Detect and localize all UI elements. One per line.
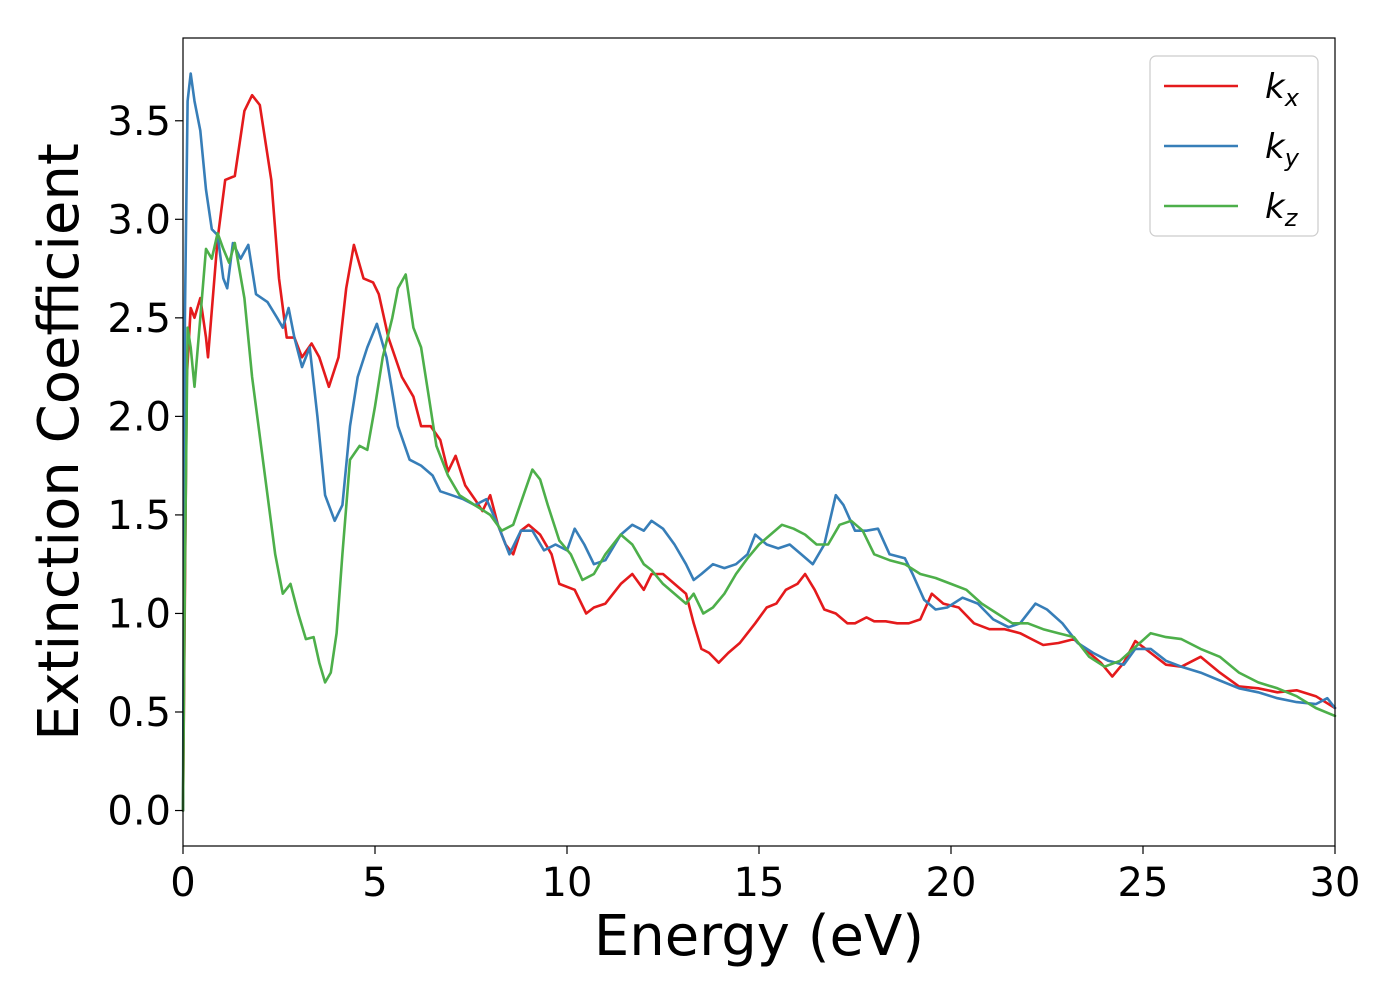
series-line-kx (181, 93, 1337, 812)
x-tick-label: 5 (362, 860, 387, 906)
x-tick-label: 10 (542, 860, 593, 906)
x-axis-title: Energy (eV) (594, 904, 924, 969)
y-tick-label: 3.0 (107, 197, 171, 243)
series-line-kz (181, 231, 1337, 812)
y-axis-title: Extinction Coefficient (27, 143, 92, 741)
y-tick-label: 3.5 (107, 99, 171, 145)
x-tick-label: 15 (734, 860, 785, 906)
x-tick-label: 30 (1310, 860, 1361, 906)
y-tick-label: 1.5 (107, 493, 171, 539)
series-layer (181, 72, 1337, 812)
x-tick-label: 25 (1118, 860, 1169, 906)
plot-background (183, 38, 1335, 846)
series-line-ky (181, 72, 1337, 812)
y-tick-label: 1.0 (107, 591, 171, 637)
y-tick-label: 0.5 (107, 690, 171, 736)
legend: kx ky kz (1149, 55, 1319, 237)
x-axis: 0 5 10 15 20 25 30 (170, 846, 1360, 906)
x-tick-label: 20 (926, 860, 977, 906)
legend-label-ky: ky (1265, 127, 1300, 172)
legend-label-kz: kz (1265, 187, 1299, 232)
x-tick-label: 0 (170, 860, 195, 906)
y-tick-label: 2.5 (107, 296, 171, 342)
y-tick-label: 0.0 (107, 789, 171, 835)
y-tick-label: 2.0 (107, 394, 171, 440)
y-axis: 0.0 0.5 1.0 1.5 2.0 2.5 3.0 3.5 (107, 99, 183, 835)
legend-label-kx: kx (1265, 67, 1300, 112)
